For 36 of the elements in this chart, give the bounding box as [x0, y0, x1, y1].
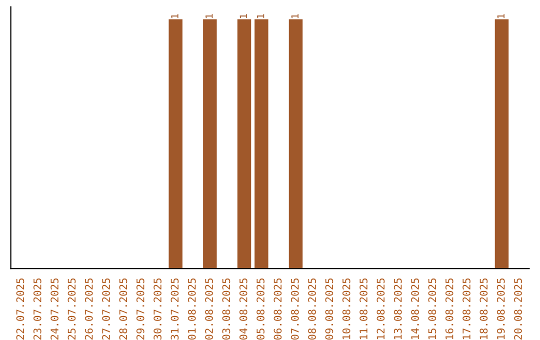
- data-label: 1: [240, 14, 247, 18]
- x-tick-label: 24.07.2025: [50, 278, 58, 340]
- x-tick-label: 14.08.2025: [411, 278, 419, 340]
- x-tick-label: 15.08.2025: [428, 278, 436, 340]
- x-tick-label: 01.08.2025: [188, 278, 196, 340]
- x-tick-label: 27.07.2025: [102, 278, 110, 340]
- x-tick-label: 23.07.2025: [33, 278, 42, 340]
- x-tick-label: 05.08.2025: [256, 278, 264, 340]
- data-label: 1: [171, 14, 178, 18]
- x-tick-label: 06.08.2025: [274, 278, 282, 340]
- x-tick-label: 30.07.2025: [154, 278, 162, 340]
- x-tick-label: 25.07.2025: [68, 278, 76, 340]
- x-tick-label: 04.08.2025: [239, 278, 248, 340]
- x-tick-label: 20.08.2025: [514, 278, 522, 340]
- x-tick-label: 28.07.2025: [119, 278, 128, 340]
- x-tick-label: 07.08.2025: [290, 278, 299, 340]
- x-tick-label: 02.08.2025: [205, 278, 213, 340]
- data-label: 1: [257, 14, 264, 18]
- x-tick-label: 10.08.2025: [342, 278, 350, 340]
- data-label: 1: [497, 14, 504, 18]
- data-label: 1: [206, 14, 213, 18]
- x-tick-label: 03.08.2025: [222, 278, 230, 340]
- x-tick-label: 09.08.2025: [325, 278, 334, 340]
- x-tick-label: 17.08.2025: [462, 278, 470, 340]
- x-tick-label: 08.08.2025: [308, 278, 316, 340]
- x-tick-label: 29.07.2025: [136, 278, 144, 340]
- x-tick-label: 18.08.2025: [480, 278, 488, 340]
- x-tick-label: 31.07.2025: [170, 278, 179, 340]
- x-tick-label: 22.07.2025: [16, 278, 24, 340]
- data-label: 1: [291, 14, 298, 18]
- x-tick-label: 13.08.2025: [394, 278, 402, 340]
- x-tick-label: 26.07.2025: [84, 278, 93, 340]
- x-tick-label: 16.08.2025: [445, 278, 454, 340]
- x-tick-label: 12.08.2025: [376, 278, 385, 340]
- x-tick-label: 11.08.2025: [360, 278, 368, 340]
- x-tick-label: 19.08.2025: [496, 278, 505, 340]
